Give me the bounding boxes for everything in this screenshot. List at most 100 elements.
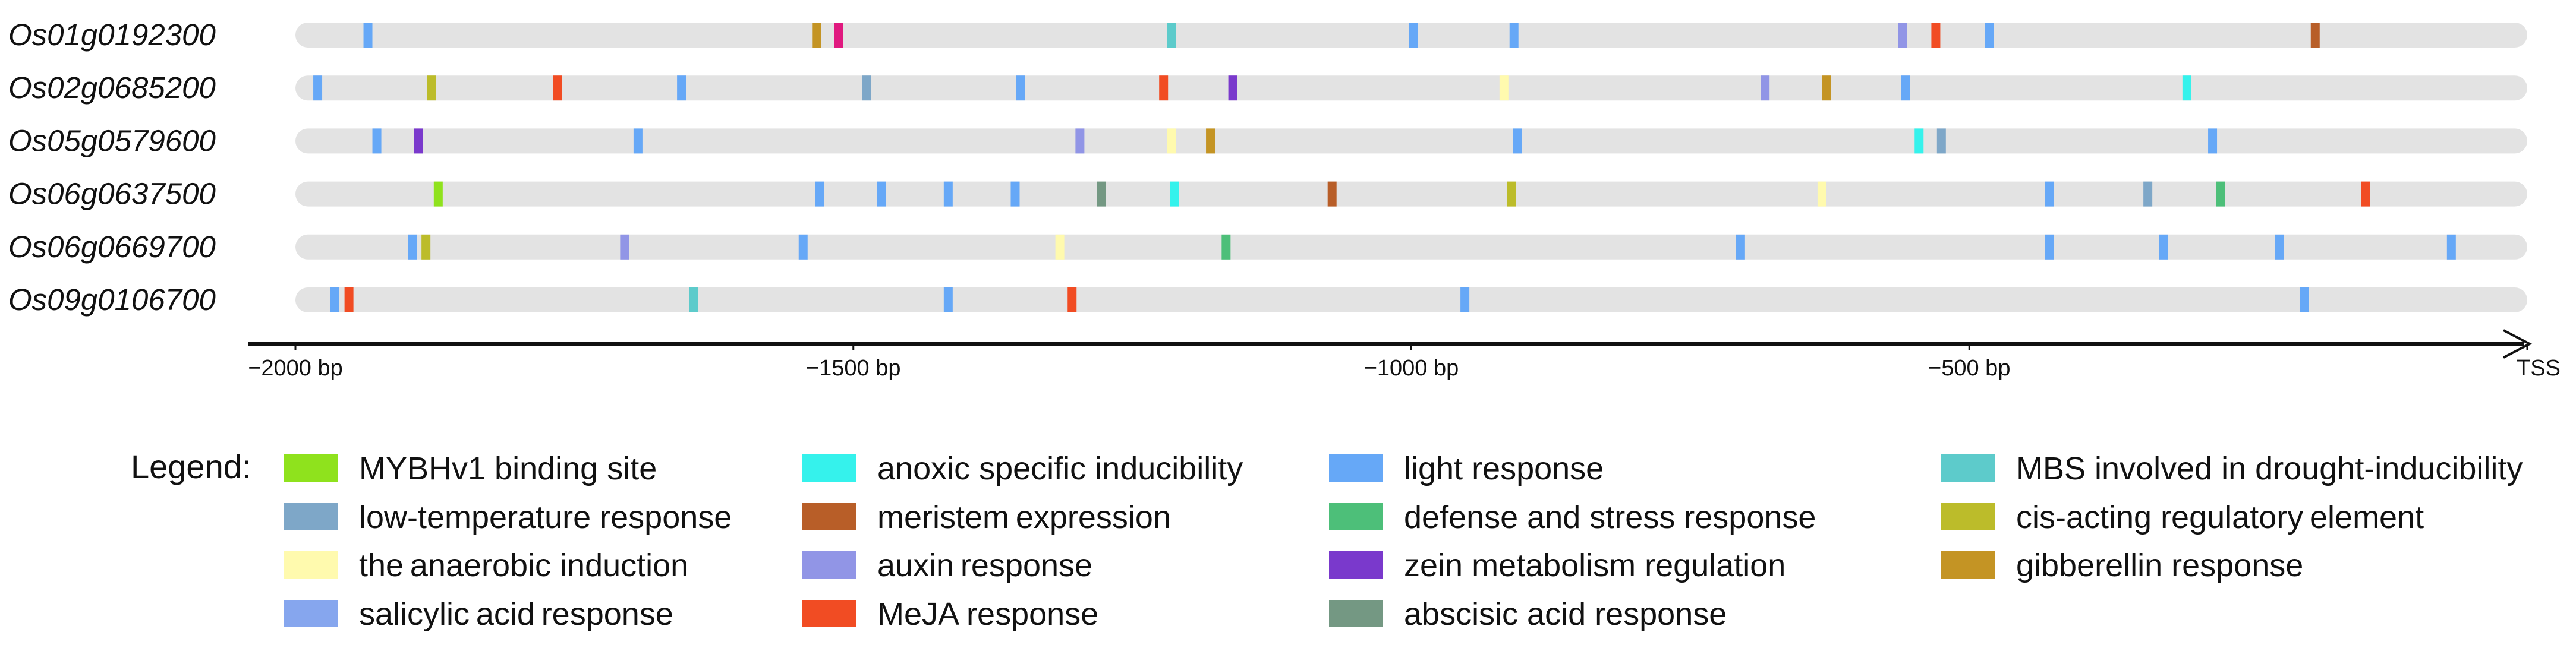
gene-row: Os09g0106700	[8, 283, 2527, 317]
legend-swatch	[1329, 454, 1383, 482]
legend-label: MBS involved in drought-inducibility	[2016, 451, 2523, 486]
promoter-track	[295, 234, 2527, 260]
cis-element-mark	[1221, 234, 1231, 260]
cis-element-mark	[943, 287, 953, 312]
cis-element-mark	[798, 234, 808, 260]
legend-label: low-temperature response	[359, 500, 732, 535]
cis-element-mark	[1010, 181, 1020, 207]
legend-item: cis-acting regulatory element	[1941, 500, 2424, 535]
cis-element-mark	[1206, 128, 1215, 154]
legend-item: meristem expression	[802, 500, 1171, 535]
gene-row: Os06g0637500	[8, 177, 2527, 211]
legend-swatch	[1329, 600, 1383, 627]
legend-title: Legend:	[131, 448, 251, 485]
legend-item: gibberellin response	[1941, 548, 2303, 583]
legend-label: the anaerobic induction	[359, 548, 688, 583]
gene-label: Os02g0685200	[8, 71, 216, 105]
cis-element-mark	[1898, 23, 1907, 48]
legend-swatch	[284, 600, 338, 627]
cis-element-mark	[313, 75, 323, 101]
cis-element-mark	[815, 181, 824, 207]
gene-row: Os06g0669700	[8, 230, 2527, 264]
legend-label: defense and stress response	[1404, 500, 1816, 535]
legend-item: MYBHv1 binding site	[284, 451, 657, 486]
cis-element-mark	[620, 234, 629, 260]
cis-element-mark	[1228, 75, 1237, 101]
legend-swatch	[802, 503, 856, 530]
x-axis: −2000 bp −1500 bp −1000 bp −500 bp TSS	[248, 329, 2561, 381]
cis-element-mark	[344, 287, 354, 312]
gene-label: Os06g0669700	[8, 230, 216, 264]
cis-element-mark	[330, 287, 339, 312]
legend-swatch	[1329, 503, 1383, 530]
legend-label: MeJA response	[877, 596, 1098, 632]
cis-element-mark	[1016, 75, 1025, 101]
legend-label: meristem expression	[877, 500, 1171, 535]
legend-label: auxin response	[877, 548, 1092, 583]
cis-element-mark	[1499, 75, 1509, 101]
cis-element-mark	[2361, 181, 2370, 207]
cis-element-mark	[862, 75, 871, 101]
legend-item: zein metabolism regulation	[1329, 548, 1785, 583]
legend-item: the anaerobic induction	[284, 548, 688, 583]
legend-swatch	[802, 551, 856, 579]
cis-element-mark	[1167, 128, 1176, 154]
cis-element-mark	[427, 75, 436, 101]
gene-row: Os01g0192300	[8, 18, 2527, 52]
cis-element-mark	[363, 23, 373, 48]
cis-element-mark	[1075, 128, 1085, 154]
cis-element-mark	[1507, 181, 1516, 207]
cis-element-mark	[2143, 181, 2153, 207]
cis-element-mark	[2216, 181, 2225, 207]
cis-element-mark	[1409, 23, 1418, 48]
tick-label: −500 bp	[1928, 356, 2010, 381]
cis-element-mark	[408, 234, 417, 260]
cis-element-mark	[1761, 75, 1770, 101]
legend-label: abscisic acid response	[1404, 596, 1727, 632]
axis-arrowhead	[2503, 329, 2533, 359]
cis-element-mark	[2045, 234, 2054, 260]
cis-element-mark	[1985, 23, 1994, 48]
tick-label: −2000 bp	[248, 356, 343, 381]
legend-swatch	[284, 454, 338, 482]
gene-label: Os06g0637500	[8, 177, 216, 211]
legend-item: MeJA response	[802, 596, 1098, 632]
legend-item: MBS involved in drought-inducibility	[1941, 451, 2523, 486]
cis-element-mark	[1513, 128, 1522, 154]
legend: Legend: MYBHv1 binding site low-temperatur…	[131, 448, 2523, 632]
legend-label: zein metabolism regulation	[1404, 548, 1785, 583]
cis-element-mark	[943, 181, 953, 207]
legend-item: abscisic acid response	[1329, 596, 1727, 632]
gene-label: Os01g0192300	[8, 18, 216, 52]
tick-label: −1500 bp	[806, 356, 901, 381]
cis-element-mark	[1327, 181, 1337, 207]
cis-element-mark	[2159, 234, 2168, 260]
legend-item: low-temperature response	[284, 500, 732, 535]
cis-element-mark	[2446, 234, 2456, 260]
cis-element-mark	[677, 75, 686, 101]
promoter-track	[295, 181, 2527, 207]
cis-element-mark	[421, 234, 431, 260]
legend-label: cis-acting regulatory element	[2016, 500, 2424, 535]
cis-element-mark	[1901, 75, 1910, 101]
cis-element-mark	[414, 128, 423, 154]
cis-element-mark	[433, 181, 443, 207]
tick-label: TSS	[2517, 356, 2561, 381]
cis-element-mark	[1822, 75, 1831, 101]
cis-element-mark	[1931, 23, 1941, 48]
cis-element-mark	[1097, 181, 1106, 207]
cis-element-mark	[553, 75, 562, 101]
cis-element-mark	[372, 128, 382, 154]
cis-element-mark	[1509, 23, 1519, 48]
gene-label: Os05g0579600	[8, 124, 216, 157]
legend-item: salicylic acid response	[284, 596, 673, 632]
cis-element-mark	[633, 128, 643, 154]
cis-element-mark	[2208, 128, 2218, 154]
cis-element-mark	[1159, 75, 1169, 101]
legend-swatch	[284, 503, 338, 530]
cis-element-mark	[812, 23, 821, 48]
legend-item: light response	[1329, 451, 1604, 486]
cis-element-mark	[2182, 75, 2191, 101]
legend-item: auxin response	[802, 548, 1092, 583]
